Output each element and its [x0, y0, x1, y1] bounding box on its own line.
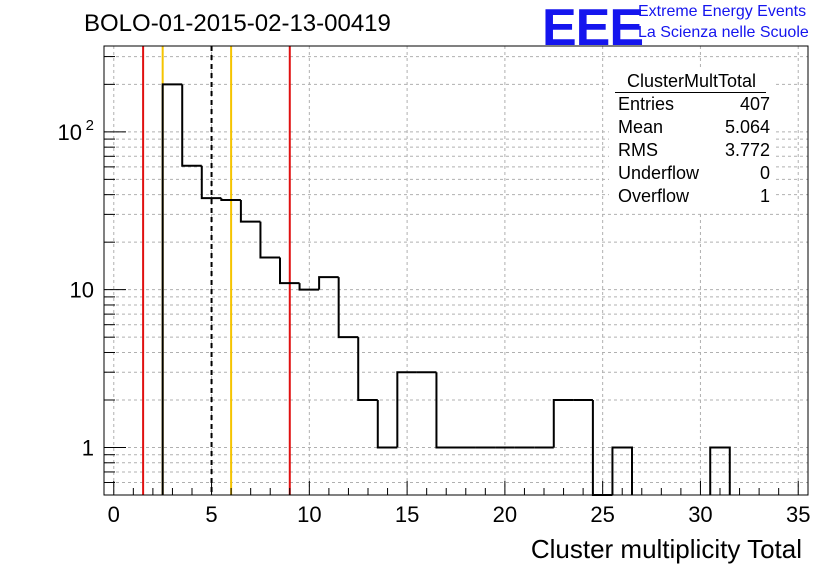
histogram-bin — [318, 276, 339, 290]
marker-lines — [142, 46, 291, 495]
chart-title: BOLO-01-2015-02-13-00419 — [84, 10, 391, 37]
histogram-bin — [376, 399, 398, 449]
histogram-bin — [611, 446, 633, 495]
x-tick-label: 5 — [205, 502, 217, 527]
stats-label: Underflow — [618, 163, 700, 183]
histogram-series — [161, 83, 731, 496]
x-tick-label: 35 — [786, 502, 810, 527]
histogram-bin — [552, 398, 574, 448]
histogram-bin — [337, 277, 359, 339]
x-tick-label: 30 — [688, 502, 712, 527]
histogram-bin — [259, 221, 280, 259]
axis-ticks — [104, 56, 799, 496]
x-tick-label: 0 — [108, 502, 120, 527]
stats-value: 0 — [759, 163, 770, 183]
logo-line-2: La Scienza nelle Scuole — [638, 24, 809, 41]
stats-box: ClusterMultTotal Entries 407 Mean 5.064 … — [609, 68, 774, 211]
histogram-bin — [709, 446, 731, 495]
stats-label: Mean — [618, 117, 664, 137]
histogram-bin — [220, 198, 241, 202]
plot-frame — [103, 45, 809, 496]
y-tick-exponent: 2 — [86, 117, 94, 134]
x-tick-label: 20 — [493, 502, 517, 527]
histogram-bin — [279, 257, 300, 285]
stats-row-underflow: Underflow 0 — [609, 162, 774, 185]
y-tick-label: 1 — [82, 435, 94, 460]
stats-row-mean: Mean 5.064 — [609, 116, 774, 139]
stats-value: 1 — [759, 186, 770, 206]
histogram-bin — [200, 165, 222, 200]
histogram-bin — [161, 83, 183, 495]
histogram-bin — [298, 283, 320, 291]
stats-label: Overflow — [618, 186, 690, 206]
stats-row-overflow: Overflow 1 — [609, 185, 774, 208]
stats-row-rms: RMS 3.772 — [609, 139, 774, 162]
y-tick-label: 10 — [70, 278, 94, 303]
stats-title: ClusterMultTotal — [609, 70, 774, 93]
x-tick-label: 10 — [297, 502, 321, 527]
histogram-bin — [357, 337, 378, 401]
histogram-bin — [396, 371, 417, 448]
stats-row-entries: Entries 407 — [609, 93, 774, 116]
histogram-bin — [181, 84, 202, 167]
stats-value: 5.064 — [724, 117, 770, 137]
x-tick-label: 15 — [395, 502, 419, 527]
stats-value: 407 — [739, 94, 770, 114]
y-tick-label: 10 — [58, 120, 82, 145]
stats-label: RMS — [618, 140, 658, 160]
x-axis-label: Cluster multiplicity Total — [530, 534, 802, 564]
stats-value: 3.772 — [724, 140, 770, 160]
x-tick-label: 25 — [590, 502, 614, 527]
histogram-bin — [239, 200, 261, 223]
eee-logo: EEE — [542, 0, 644, 57]
logo-line-1: Extreme Energy Events — [638, 3, 807, 20]
histogram-bin — [435, 372, 456, 449]
stats-label: Entries — [618, 94, 675, 114]
